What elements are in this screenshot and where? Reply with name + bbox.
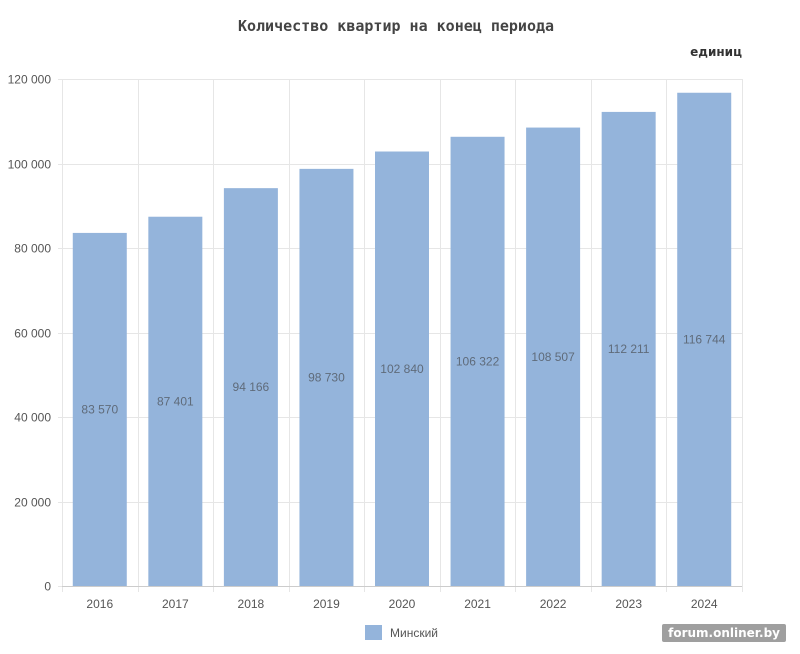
x-tick-label: 2020 xyxy=(389,597,416,611)
y-axis: 0 20 000 40 000 60 000 80 000 100 000 120 000 xyxy=(8,73,52,594)
y-tick-label: 20 000 xyxy=(14,496,51,510)
unit-label: единиц xyxy=(690,45,742,59)
bar[interactable] xyxy=(677,92,732,587)
bar[interactable] xyxy=(375,151,429,586)
y-tick-label: 40 000 xyxy=(14,411,51,425)
bars: 83 570 87 401 94 166 98 730 102 840 106 322 10… xyxy=(72,92,732,587)
legend-label: Минский xyxy=(390,626,438,640)
x-tick-label: 2023 xyxy=(615,597,642,611)
data-label: 108 507 xyxy=(531,350,575,364)
bar[interactable] xyxy=(526,127,581,586)
x-tick-label: 2017 xyxy=(162,597,189,611)
watermark: forum.onliner.by xyxy=(662,624,786,642)
bar[interactable] xyxy=(450,136,505,586)
data-label: 83 570 xyxy=(81,402,118,416)
bar[interactable] xyxy=(601,111,656,587)
bar[interactable] xyxy=(148,216,203,586)
data-label: 112 211 xyxy=(608,342,650,356)
data-label: 116 744 xyxy=(683,332,726,346)
data-label: 98 730 xyxy=(308,370,345,384)
y-tick-label: 100 000 xyxy=(8,158,52,172)
x-tick-label: 2018 xyxy=(238,597,265,611)
x-axis: 2016 2017 2018 2019 2020 2021 2022 2023 2024 xyxy=(62,586,742,611)
legend: Минский xyxy=(365,625,438,640)
data-label: 94 166 xyxy=(233,380,270,394)
y-tick-label: 80 000 xyxy=(14,242,51,256)
x-tick-label: 2019 xyxy=(313,597,340,611)
y-tick-label: 60 000 xyxy=(14,327,51,341)
bar[interactable] xyxy=(223,188,278,586)
x-tick-label: 2016 xyxy=(86,597,113,611)
y-tick-label: 0 xyxy=(44,580,51,594)
legend-swatch xyxy=(365,625,382,640)
x-tick-label: 2021 xyxy=(464,597,491,611)
y-tick-label: 120 000 xyxy=(8,73,52,87)
bar[interactable] xyxy=(72,232,127,586)
data-label: 102 840 xyxy=(380,362,424,376)
x-tick-label: 2024 xyxy=(691,597,718,611)
data-label: 106 322 xyxy=(456,354,500,368)
data-label: 87 401 xyxy=(157,394,194,408)
chart-title: Количество квартир на конец периода xyxy=(238,17,554,35)
x-tick-label: 2022 xyxy=(540,597,567,611)
bar[interactable] xyxy=(299,168,354,586)
